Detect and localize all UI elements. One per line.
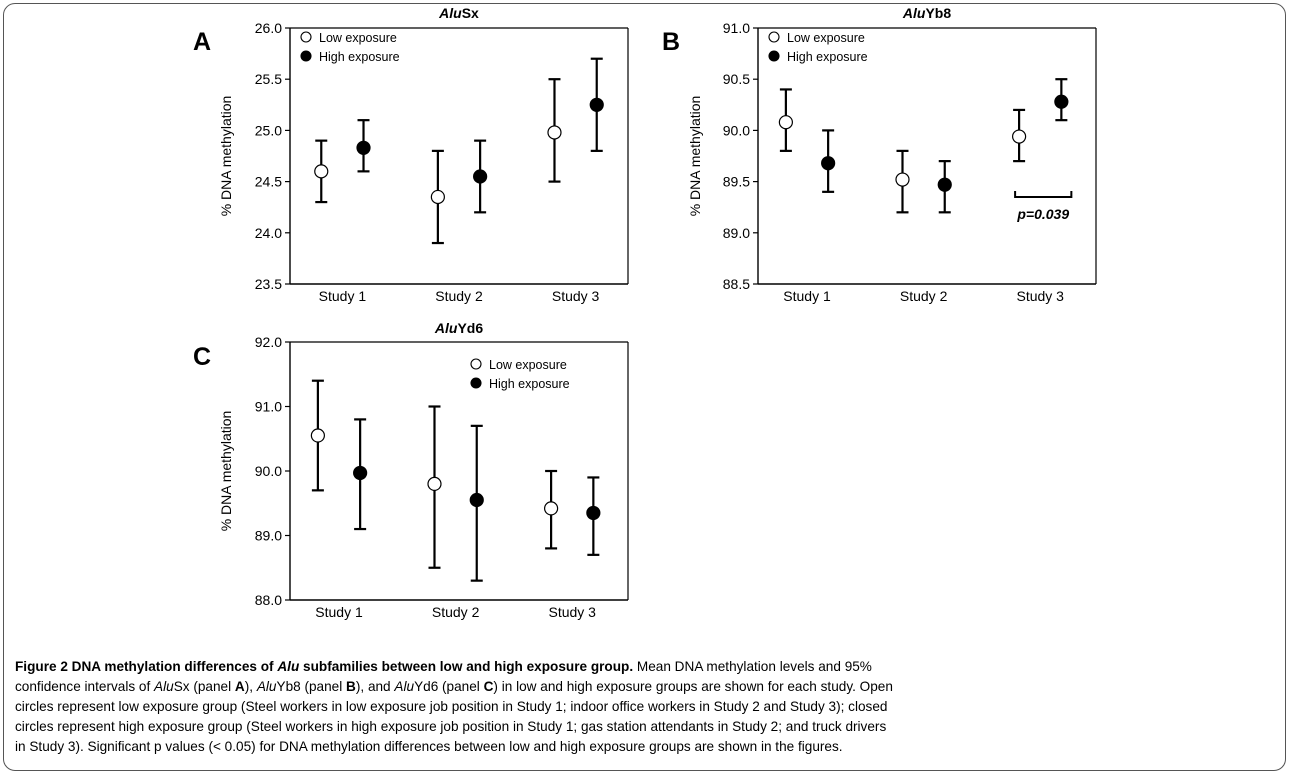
x-category-label: Study 3 bbox=[548, 604, 596, 620]
low-exposure-point bbox=[310, 428, 325, 443]
y-tick-label: 89.5 bbox=[723, 174, 750, 190]
y-axis-label: % DNA methylation bbox=[687, 96, 703, 217]
legend-marker-closed bbox=[768, 50, 780, 62]
y-tick-label: 23.5 bbox=[255, 276, 282, 292]
y-tick-label: 26.0 bbox=[255, 20, 282, 36]
y-tick-label: 92.0 bbox=[255, 334, 282, 350]
figure-charts: A AluSx 23.5 24.0 24.5 25.0 25.5 26.0 % DNA meth… bbox=[193, 5, 1097, 620]
chart-panel-b: B AluYb8 88.5 89.0 89.5 90.0 90.5 91.0 % DNA met… bbox=[662, 5, 1097, 304]
low-exposure-point bbox=[547, 125, 562, 140]
low-exposure-point bbox=[427, 476, 442, 491]
caption-line: Figure 2 DNA methylation differences of … bbox=[15, 659, 872, 674]
chart-panel-c: C AluYd6 88.0 89.0 90.0 91.0 92.0 % DNA methyla… bbox=[193, 320, 629, 620]
chart-title: AluYb8 bbox=[902, 5, 951, 21]
x-category-label: Study 2 bbox=[900, 288, 948, 304]
x-category-label: Study 2 bbox=[435, 288, 483, 304]
legend-marker-open bbox=[300, 31, 312, 43]
low-exposure-point bbox=[544, 501, 559, 516]
significance-bracket bbox=[1014, 190, 1073, 198]
y-tick-label: 24.0 bbox=[255, 225, 282, 241]
y-tick-label: 89.0 bbox=[255, 528, 282, 544]
y-tick-label: 91.0 bbox=[255, 399, 282, 415]
high-exposure-point bbox=[589, 97, 604, 112]
legend-label: Low exposure bbox=[489, 358, 567, 372]
high-exposure-point bbox=[1054, 94, 1069, 109]
high-exposure-point bbox=[353, 465, 368, 481]
legend-label: High exposure bbox=[319, 50, 400, 64]
high-exposure-point bbox=[469, 492, 484, 508]
x-category-label: Study 1 bbox=[319, 288, 367, 304]
low-exposure-point bbox=[314, 164, 329, 179]
caption-line: confidence intervals of AluSx (panel A),… bbox=[15, 679, 893, 694]
high-exposure-point bbox=[586, 505, 601, 521]
x-category-label: Study 1 bbox=[315, 604, 363, 620]
figure-caption: Figure 2 DNA methylation differences of … bbox=[15, 657, 1275, 757]
low-exposure-point bbox=[895, 172, 910, 187]
y-tick-label: 25.0 bbox=[255, 122, 282, 138]
legend-marker-open bbox=[470, 358, 482, 370]
figure-frame bbox=[3, 3, 1286, 771]
panel-letter: C bbox=[193, 343, 211, 371]
legend-marker-closed bbox=[300, 50, 312, 62]
high-exposure-point bbox=[821, 156, 836, 171]
x-category-label: Study 1 bbox=[783, 288, 831, 304]
y-axis-label: % DNA methylation bbox=[218, 96, 234, 217]
legend-label: High exposure bbox=[787, 50, 868, 64]
y-tick-label: 25.5 bbox=[255, 71, 282, 87]
x-category-label: Study 3 bbox=[552, 288, 600, 304]
y-tick-label: 91.0 bbox=[723, 20, 750, 36]
high-exposure-point bbox=[937, 177, 952, 192]
low-exposure-point bbox=[778, 115, 793, 130]
y-axis-label: % DNA methylation bbox=[218, 411, 234, 532]
y-tick-label: 24.5 bbox=[255, 174, 282, 190]
caption-line: circles represent low exposure group (St… bbox=[15, 699, 888, 714]
low-exposure-point bbox=[1012, 129, 1027, 144]
p-value-annotation: p=0.039 bbox=[1016, 206, 1069, 222]
legend-label: High exposure bbox=[489, 377, 570, 391]
high-exposure-point bbox=[473, 169, 488, 184]
legend-label: Low exposure bbox=[319, 31, 397, 45]
low-exposure-point bbox=[430, 189, 445, 205]
y-tick-label: 88.5 bbox=[723, 276, 750, 292]
chart-title: AluSx bbox=[438, 5, 479, 21]
caption-line: in Study 3). Significant p values (< 0.0… bbox=[15, 739, 843, 754]
panel-letter: B bbox=[662, 28, 680, 56]
high-exposure-point bbox=[356, 140, 371, 155]
y-tick-label: 90.5 bbox=[723, 71, 750, 87]
legend-marker-open bbox=[768, 31, 780, 43]
chart-title: AluYd6 bbox=[434, 320, 483, 336]
y-tick-label: 90.0 bbox=[255, 463, 282, 479]
x-category-label: Study 2 bbox=[432, 604, 480, 620]
y-tick-label: 90.0 bbox=[723, 122, 750, 138]
caption-line: circles represent high exposure group (S… bbox=[15, 719, 887, 734]
chart-panel-a: A AluSx 23.5 24.0 24.5 25.0 25.5 26.0 % DNA meth… bbox=[193, 5, 629, 304]
legend-label: Low exposure bbox=[787, 31, 865, 45]
x-category-label: Study 3 bbox=[1016, 288, 1064, 304]
legend-marker-closed bbox=[470, 377, 482, 389]
y-tick-label: 89.0 bbox=[723, 225, 750, 241]
y-tick-label: 88.0 bbox=[255, 592, 282, 608]
panel-letter: A bbox=[193, 28, 211, 56]
